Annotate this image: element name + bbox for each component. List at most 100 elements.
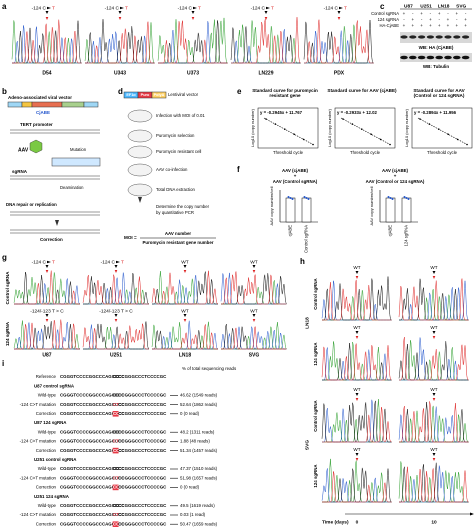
point (456, 138, 459, 141)
trace (85, 19, 155, 64)
panel-letter: a (2, 2, 7, 11)
label: 124 sgRNA (404, 225, 409, 247)
sequence: CGGGTCCCCGGCCCAGCCCC (60, 521, 125, 526)
label: Reference (36, 374, 57, 379)
point (419, 118, 421, 120)
label: U251 control sgRNA (34, 457, 77, 462)
label: U87 (42, 352, 51, 358)
arrow (138, 197, 142, 203)
point (428, 123, 431, 125)
point (379, 138, 382, 141)
label: Control sgRNA (304, 225, 309, 253)
sequence: CC (113, 503, 120, 508)
site-marker (432, 276, 436, 279)
label: Mutation (70, 147, 87, 152)
label: + (294, 174, 297, 179)
vector-part (21, 101, 33, 108)
label: Infection with MOI of 0.01 (156, 113, 205, 118)
sequence: CGGGTCCCCGGCCCAGCCCC (60, 503, 125, 508)
trace (321, 343, 392, 381)
label: SVG (456, 3, 466, 9)
label: HA-CjABE (379, 23, 399, 28)
panel-letter: i (2, 359, 4, 368)
label: - (447, 11, 449, 16)
label: Control sgRNA (313, 277, 318, 309)
arrow (183, 265, 187, 268)
point (305, 197, 308, 199)
label: 48.2 (1311 reads) (180, 429, 215, 434)
label: AAV copy number/cell (369, 186, 374, 225)
sequence: CGGGTCCCCGGCCCAGCCCC (60, 402, 125, 407)
sequence: CCGGGCCCTCCCCGC (118, 503, 167, 508)
bar (401, 197, 412, 223)
arrow (118, 11, 122, 14)
chart-title: Standard curve for puromycin resistant g… (252, 88, 318, 99)
sequence: CCGGGCCCTCCCCGC (118, 512, 167, 517)
point (307, 198, 310, 200)
trace (221, 326, 287, 350)
dish (127, 183, 153, 197)
point (466, 143, 468, 146)
sequence: CGGGTCCCCGGCCCAGCCCC (60, 411, 125, 416)
arrow (339, 6, 343, 10)
sequence: CT (113, 475, 119, 480)
sequence: CC (113, 411, 120, 416)
label: - (438, 17, 440, 22)
label: Log10 (copy number) (250, 108, 255, 147)
label: Correction (36, 485, 57, 490)
label: - (403, 17, 405, 22)
label: WT (353, 447, 360, 452)
site-marker (118, 17, 122, 20)
label: + (464, 23, 467, 28)
point (291, 198, 294, 200)
panel-letter: e (237, 87, 242, 96)
cassette (151, 91, 167, 99)
vector-part (7, 101, 23, 108)
dish (127, 109, 153, 123)
site-marker (252, 319, 256, 322)
panel-letter: b (2, 87, 7, 96)
arrow (266, 6, 270, 10)
label: - (456, 17, 458, 22)
label: % of total sequencing reads (182, 366, 237, 371)
site-marker (45, 270, 49, 273)
site-marker (432, 458, 436, 461)
sequence: CC (113, 521, 120, 526)
sequence: CCGGGCCCTCCCCGC (118, 411, 167, 416)
band (444, 35, 452, 39)
label: Correction (36, 521, 57, 526)
point (284, 128, 286, 130)
trace (82, 323, 149, 350)
trace (12, 19, 82, 64)
sequence: CGGGTCCCCGGCCCAGCCCC (60, 485, 125, 490)
label: -124 C>T mutation (20, 439, 57, 444)
label: - (412, 11, 414, 16)
label: WT (181, 259, 189, 265)
label: + (403, 23, 406, 28)
point (407, 198, 410, 200)
label: WT (353, 265, 360, 270)
sequence: CGGGTCCCCGGCCCAGCCCC (60, 439, 125, 444)
trace (83, 272, 150, 305)
vector-part (83, 101, 99, 108)
label: + (420, 23, 423, 28)
trace (158, 20, 228, 64)
label: WB: Tubulin (423, 64, 449, 69)
arrow (432, 331, 436, 334)
label: Threshold cycle (350, 150, 381, 155)
site-marker (183, 319, 187, 322)
label: WT (250, 308, 258, 314)
label: D54 (42, 70, 51, 76)
label: AAV (cjABE) (282, 168, 309, 173)
label: -124 C (178, 5, 193, 11)
label: AAV number (165, 231, 192, 236)
arrow (120, 6, 124, 10)
aav (29, 139, 43, 154)
label: 124 sgRNA (313, 464, 318, 488)
sequence: CCGGGCCCTCCCCGC (118, 475, 167, 480)
label: U373 (187, 70, 199, 76)
sequence: CGGGTCCCCGGCCCAGCCCC (60, 374, 125, 379)
site-marker (264, 17, 268, 20)
trace (151, 270, 219, 305)
